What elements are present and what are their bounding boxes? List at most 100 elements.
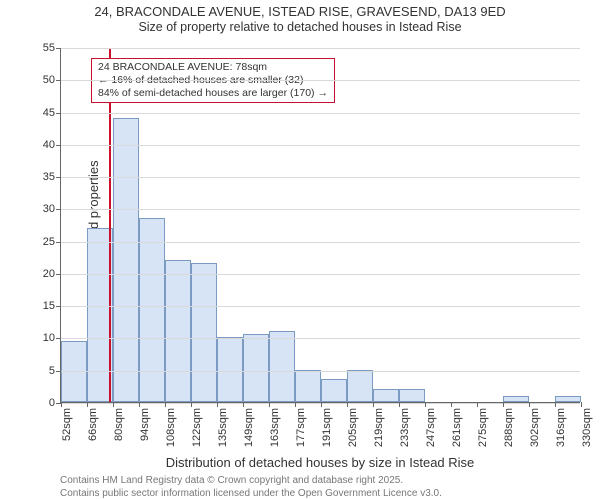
xtick-mark (139, 402, 140, 407)
xtick-mark (581, 402, 582, 407)
gridline (61, 145, 580, 146)
xtick-mark (399, 402, 400, 407)
gridline (61, 306, 580, 307)
bar (191, 263, 217, 402)
title-block: 24, BRACONDALE AVENUE, ISTEAD RISE, GRAV… (0, 4, 600, 34)
xtick-label: 163sqm (269, 408, 281, 447)
ytick-mark (56, 48, 61, 49)
xtick-mark (113, 402, 114, 407)
ytick-mark (56, 242, 61, 243)
bar (347, 370, 373, 402)
xtick-label: 122sqm (191, 408, 203, 447)
ytick-label: 0 (49, 397, 55, 409)
annotation-line3: 84% of semi-detached houses are larger (… (98, 87, 328, 100)
xtick-mark (243, 402, 244, 407)
ytick-label: 5 (49, 365, 55, 377)
bar (269, 331, 295, 402)
ytick-label: 50 (43, 74, 55, 86)
gridline (61, 113, 580, 114)
xtick-mark (529, 402, 530, 407)
ytick-label: 10 (43, 332, 55, 344)
ytick-label: 30 (43, 203, 55, 215)
gridline (61, 371, 580, 372)
bar (555, 396, 581, 402)
xtick-label: 219sqm (373, 408, 385, 447)
xtick-mark (321, 402, 322, 407)
xtick-label: 135sqm (217, 408, 229, 447)
ytick-mark (56, 80, 61, 81)
ytick-label: 15 (43, 300, 55, 312)
xtick-label: 94sqm (139, 408, 151, 441)
bar (243, 334, 269, 402)
xtick-mark (191, 402, 192, 407)
xtick-mark (347, 402, 348, 407)
xtick-mark (451, 402, 452, 407)
bar (139, 218, 165, 402)
gridline (61, 80, 580, 81)
xtick-label: 247sqm (425, 408, 437, 447)
bar (399, 389, 425, 402)
annotation-line1: 24 BRACONDALE AVENUE: 78sqm (98, 61, 328, 74)
footer-line2: Contains public sector information licen… (60, 488, 580, 500)
ytick-mark (56, 145, 61, 146)
gridline (61, 209, 580, 210)
xtick-mark (217, 402, 218, 407)
xtick-label: 191sqm (321, 408, 333, 447)
ytick-mark (56, 338, 61, 339)
xtick-label: 261sqm (451, 408, 463, 447)
chart-title-line2: Size of property relative to detached ho… (0, 20, 600, 34)
xtick-mark (425, 402, 426, 407)
chart-container: 24, BRACONDALE AVENUE, ISTEAD RISE, GRAV… (0, 0, 600, 500)
xtick-label: 275sqm (477, 408, 489, 447)
xtick-label: 302sqm (529, 408, 541, 447)
xtick-mark (269, 402, 270, 407)
xtick-label: 330sqm (581, 408, 593, 447)
plot-area: 24 BRACONDALE AVENUE: 78sqm ← 16% of det… (60, 48, 580, 403)
ytick-mark (56, 177, 61, 178)
xtick-mark (295, 402, 296, 407)
bar (113, 118, 139, 402)
bar (503, 396, 529, 402)
xtick-label: 149sqm (243, 408, 255, 447)
ytick-mark (56, 306, 61, 307)
bar (373, 389, 399, 402)
xtick-label: 177sqm (295, 408, 307, 447)
gridline (61, 177, 580, 178)
xtick-mark (555, 402, 556, 407)
xtick-mark (503, 402, 504, 407)
gridline (61, 48, 580, 49)
xtick-label: 316sqm (555, 408, 567, 447)
xtick-mark (61, 402, 62, 407)
ytick-label: 45 (43, 107, 55, 119)
xtick-label: 108sqm (165, 408, 177, 447)
ytick-label: 35 (43, 171, 55, 183)
ytick-label: 40 (43, 139, 55, 151)
ytick-mark (56, 209, 61, 210)
footer-line1: Contains HM Land Registry data © Crown c… (60, 475, 580, 488)
xtick-label: 66sqm (87, 408, 99, 441)
xtick-label: 52sqm (61, 408, 73, 441)
ytick-label: 25 (43, 236, 55, 248)
gridline (61, 242, 580, 243)
xtick-label: 288sqm (503, 408, 515, 447)
x-axis-title: Distribution of detached houses by size … (60, 455, 580, 470)
chart-title-line1: 24, BRACONDALE AVENUE, ISTEAD RISE, GRAV… (0, 4, 600, 19)
ytick-label: 55 (43, 42, 55, 54)
xtick-mark (373, 402, 374, 407)
xtick-mark (165, 402, 166, 407)
bar (295, 370, 321, 402)
gridline (61, 274, 580, 275)
xtick-mark (477, 402, 478, 407)
ytick-label: 20 (43, 268, 55, 280)
xtick-label: 80sqm (113, 408, 125, 441)
gridline (61, 338, 580, 339)
ytick-mark (56, 274, 61, 275)
ytick-mark (56, 113, 61, 114)
bar (165, 260, 191, 402)
footer-note: Contains HM Land Registry data © Crown c… (60, 475, 580, 500)
ytick-mark (56, 371, 61, 372)
bar (321, 379, 347, 402)
xtick-label: 205sqm (347, 408, 359, 447)
xtick-label: 233sqm (399, 408, 411, 447)
xtick-mark (87, 402, 88, 407)
